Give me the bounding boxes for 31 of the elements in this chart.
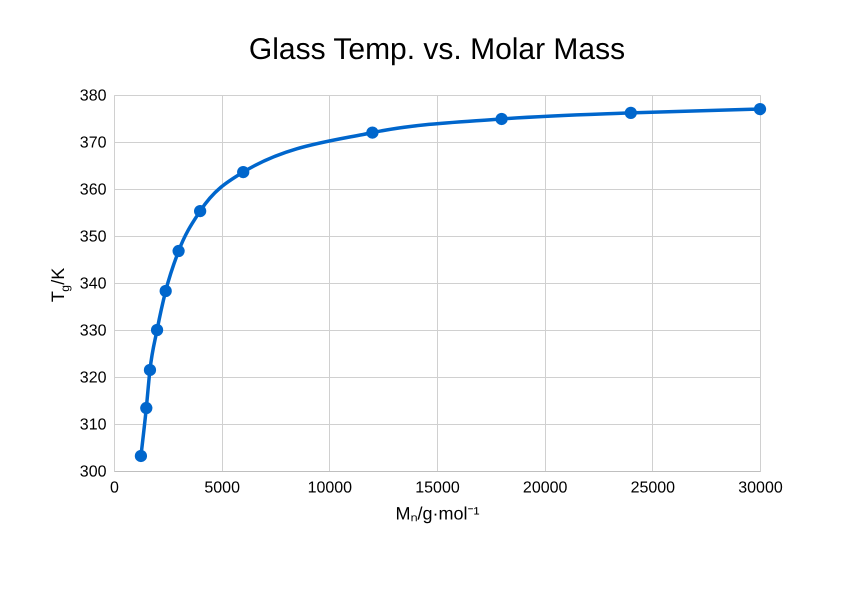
y-tick-label: 300 — [80, 464, 107, 480]
point — [150, 324, 164, 336]
point — [237, 166, 250, 178]
y-tick-label: 340 — [80, 276, 107, 292]
y-axis-title: Tg/K — [48, 268, 72, 302]
y-tick-label: 330 — [80, 322, 107, 340]
x-tick-label: 20000 — [522, 480, 568, 496]
y-tick-label: 320 — [80, 370, 107, 386]
y-tick-label: 380 — [80, 88, 107, 104]
point — [366, 126, 379, 139]
y-tick-label: 360 — [80, 182, 107, 198]
point — [495, 112, 508, 126]
point — [134, 450, 148, 462]
point — [624, 106, 637, 119]
point — [172, 244, 185, 258]
point — [754, 102, 766, 116]
chart-title: Glass Temp. vs. Molar Mass — [248, 33, 626, 66]
x-tick-label: 30000 — [738, 480, 783, 496]
point — [194, 204, 206, 218]
x-tick-label: 0 — [110, 480, 120, 496]
x-tick-label: 5000 — [204, 480, 240, 496]
x-tick-label: 15000 — [415, 480, 460, 496]
point — [160, 284, 172, 298]
x-axis-title: Mₙ/g·mol⁻¹ — [396, 504, 480, 524]
y-tick-label: 350 — [80, 228, 107, 246]
point — [144, 364, 156, 376]
x-tick-label: 10000 — [308, 480, 352, 496]
y-tick-label: 370 — [80, 134, 107, 152]
x-tick-label: 25000 — [630, 480, 676, 496]
point — [140, 402, 152, 414]
y-tick-label: 310 — [80, 416, 107, 434]
